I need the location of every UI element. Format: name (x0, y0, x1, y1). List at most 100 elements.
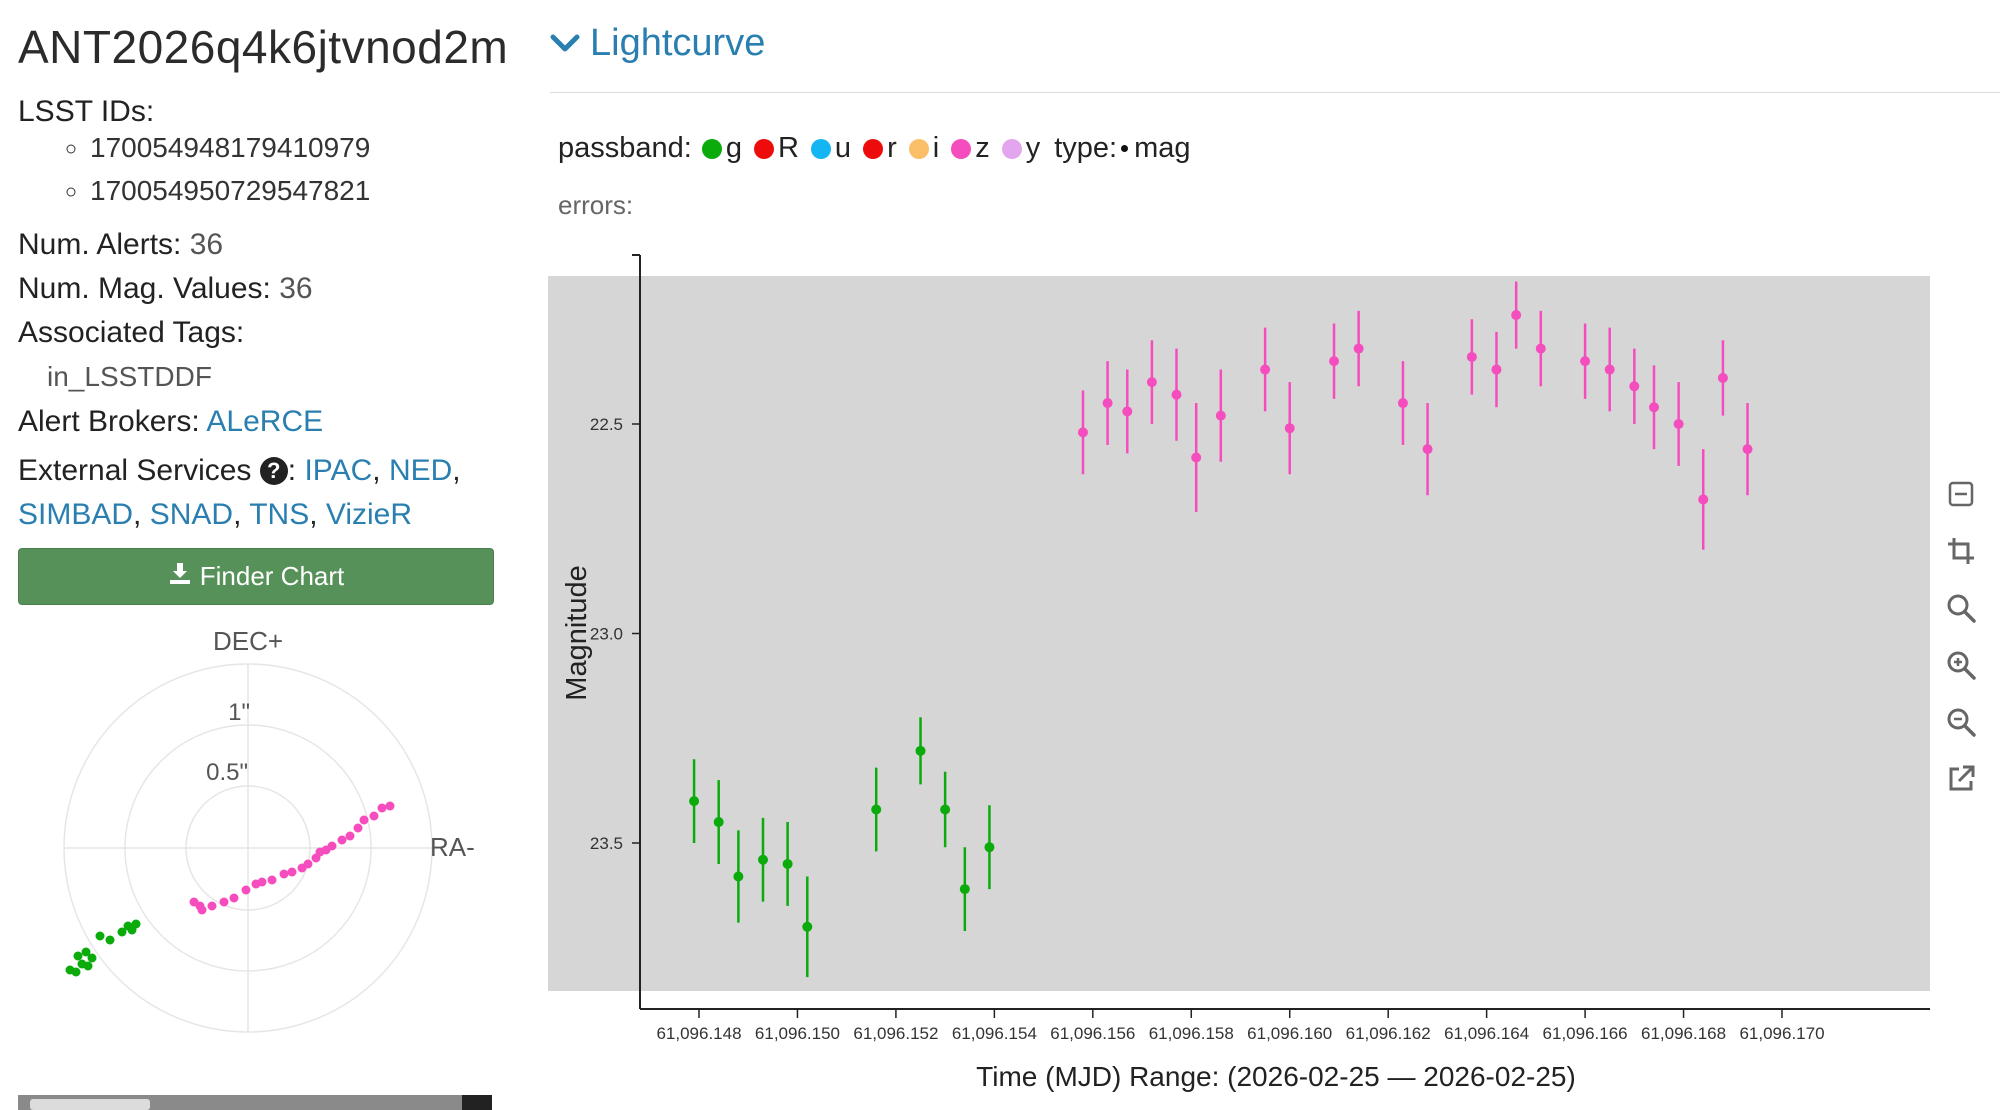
legend-dot-icon (810, 138, 831, 159)
errors-label: errors: (558, 190, 634, 220)
legend-item-i[interactable]: i (908, 132, 939, 165)
lightcurve-title: Lightcurve (590, 22, 766, 64)
num-alerts-row: Num. Alerts: 36 (18, 228, 223, 262)
polar-point-z (337, 835, 347, 845)
polar-point-g (71, 967, 81, 977)
data-point-g[interactable] (733, 871, 744, 882)
data-point-z[interactable] (1171, 389, 1182, 400)
legend-item-z[interactable]: z (951, 132, 990, 165)
data-point-z[interactable] (1260, 364, 1271, 375)
data-point-g[interactable] (959, 884, 970, 895)
data-point-z[interactable] (1698, 494, 1709, 505)
data-point-g[interactable] (802, 921, 813, 932)
y-tick-label: 23.5 (590, 834, 623, 853)
y-axis-label: Magnitude (561, 565, 593, 700)
question-circle-icon[interactable]: ? (259, 457, 288, 485)
polar-point-z (267, 875, 277, 885)
polar-point-z (359, 815, 369, 825)
polar-ring-label-1: 1" (228, 699, 250, 726)
data-point-g[interactable] (940, 804, 951, 815)
polar-point-z (257, 877, 267, 887)
data-point-z[interactable] (1535, 343, 1546, 354)
data-point-z[interactable] (1397, 398, 1408, 409)
data-point-z[interactable] (1191, 452, 1202, 463)
legend-item-R[interactable]: R (753, 132, 799, 165)
crop-icon[interactable] (1945, 535, 1977, 567)
search-icon[interactable] (1945, 592, 1977, 624)
legend-dot-icon (908, 138, 929, 159)
data-point-z[interactable] (1077, 427, 1088, 438)
data-point-g[interactable] (757, 854, 768, 865)
data-point-z[interactable] (1629, 381, 1640, 392)
object-title: ANT2026q4k6jtvnod2m (18, 21, 509, 73)
data-point-z[interactable] (1742, 444, 1753, 455)
polar-point-z (207, 901, 217, 911)
x-axis-label: Time (MJD) Range: (2026-02-25 — 2026-02-… (976, 1061, 1576, 1092)
x-tick-label: 61,096.166 (1543, 1024, 1628, 1043)
data-point-g[interactable] (871, 804, 882, 815)
data-point-z[interactable] (1466, 351, 1477, 362)
tag-item[interactable]: in_LSSTDDF (47, 361, 212, 392)
external-link-vizier[interactable]: VizieR (325, 498, 413, 531)
plot-background (548, 276, 1930, 991)
legend-label: u (834, 132, 852, 164)
polar-point-z (197, 905, 207, 915)
legend-item-g[interactable]: g (701, 132, 742, 165)
data-point-z[interactable] (1491, 364, 1502, 375)
data-point-z[interactable] (1717, 372, 1728, 383)
zoom-out-icon[interactable] (1945, 706, 1977, 738)
zoom-in-icon[interactable] (1945, 649, 1977, 681)
lightcurve-header[interactable]: Lightcurve (550, 22, 765, 65)
x-tick-label: 61,096.154 (952, 1024, 1037, 1043)
external-link-tns[interactable]: TNS (249, 498, 310, 531)
polar-points (65, 801, 395, 977)
data-point-z[interactable] (1580, 356, 1591, 367)
data-point-z[interactable] (1146, 377, 1157, 388)
external-services-label: External Services (18, 454, 252, 487)
data-point-z[interactable] (1122, 406, 1133, 417)
data-point-z[interactable] (1673, 419, 1684, 429)
x-tick-label: 61,096.158 (1149, 1024, 1234, 1043)
data-point-z[interactable] (1353, 343, 1364, 354)
external-link-ipac[interactable]: IPAC (304, 454, 373, 487)
polar-point-z (377, 803, 387, 813)
data-point-z[interactable] (1284, 423, 1295, 434)
legend-item-mag[interactable]: mag (1117, 132, 1190, 165)
data-point-z[interactable] (1604, 364, 1615, 375)
polar-point-g (73, 951, 83, 961)
lsst-ids-list: 170054948179410979 170054950729547821 (30, 126, 370, 212)
external-link-snad[interactable]: SNAD (149, 498, 234, 531)
data-point-g[interactable] (984, 842, 995, 853)
broker-link-alerce[interactable]: ALeRCE (206, 405, 324, 438)
external-colon: : (287, 454, 297, 487)
polar-point-z (229, 893, 239, 903)
data-point-z[interactable] (1102, 398, 1113, 409)
data-point-g[interactable] (713, 817, 724, 828)
lightcurve-chart[interactable]: 61,096.148 61,096.150 61,096.152 61,096.154… (548, 248, 1940, 1100)
data-point-g[interactable] (782, 858, 793, 869)
legend-item-y[interactable]: y (1001, 132, 1040, 165)
x-tick-label: 61,096.156 (1050, 1024, 1135, 1043)
data-point-z[interactable] (1511, 310, 1522, 321)
chevron-down-icon[interactable] (550, 22, 580, 65)
data-point-g[interactable] (689, 796, 700, 807)
polar-position-plot: DEC+ RA- 1" 0.5" (63, 626, 475, 1033)
finder-chart-button[interactable]: Finder Chart (18, 548, 494, 605)
external-link-icon[interactable] (1945, 763, 1977, 795)
data-point-z[interactable] (1649, 402, 1660, 413)
collapse-icon[interactable] (1945, 478, 1977, 510)
data-point-z[interactable] (1215, 410, 1226, 421)
legend-item-u[interactable]: u (810, 132, 852, 165)
external-link-ned[interactable]: NED (388, 454, 453, 487)
external-link-simbad[interactable]: SIMBAD (18, 498, 134, 531)
x-tick-label: 61,096.162 (1346, 1024, 1431, 1043)
data-point-z[interactable] (1329, 356, 1340, 367)
data-point-z[interactable] (1422, 444, 1433, 455)
polar-point-z (241, 885, 251, 895)
polar-point-g (83, 961, 93, 971)
legend-label: z (975, 132, 990, 164)
data-point-g[interactable] (915, 745, 926, 756)
legend-item-r[interactable]: r (863, 132, 897, 165)
x-tick-label: 61,096.168 (1641, 1024, 1726, 1043)
lsst-id-item: 170054950729547821 (90, 169, 370, 212)
